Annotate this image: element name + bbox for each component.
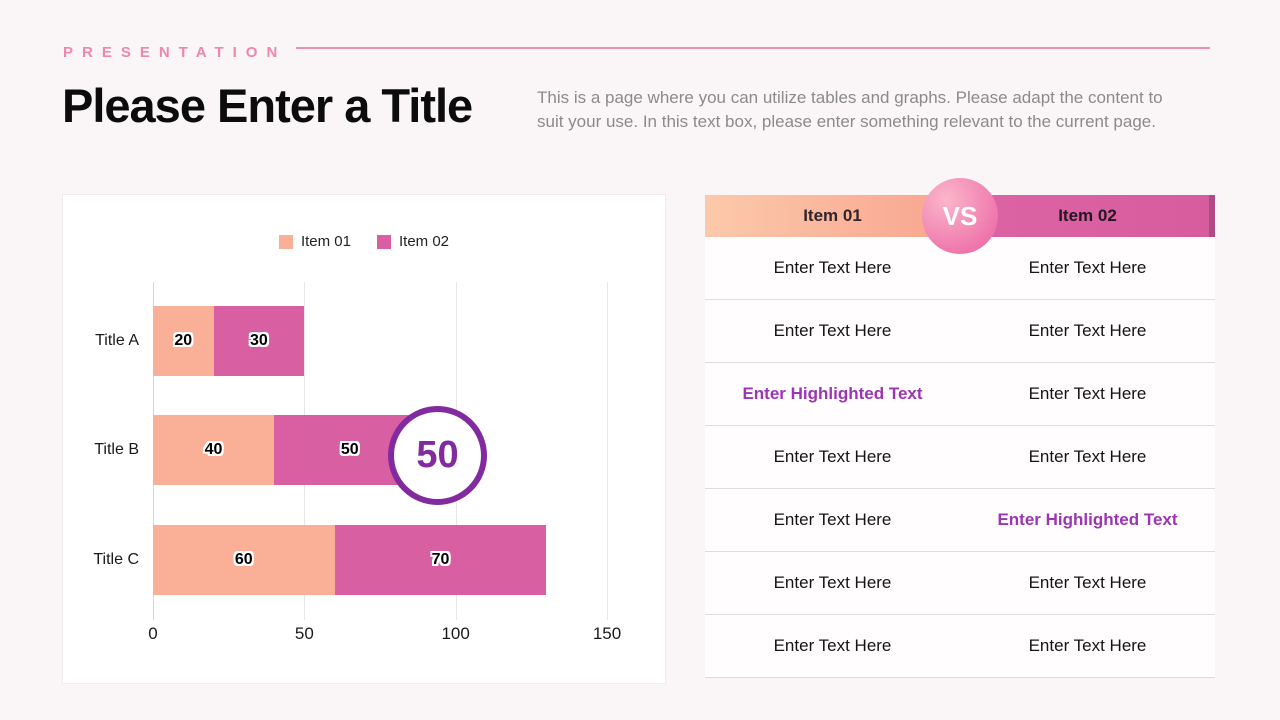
table-cell-right: Enter Text Here — [1028, 447, 1147, 466]
chart-legend: Item 01 Item 02 — [63, 233, 665, 250]
bar-row-title-a: 20 30 — [153, 306, 607, 376]
table-header-item02: Item 02 — [960, 195, 1215, 237]
chart-plot-area: Title A Title B Title C 20 30 40 50 60 — [93, 282, 621, 643]
table-row: Enter Text Here Enter Highlighted Text — [705, 489, 1215, 552]
page-title: Please Enter a Title — [62, 79, 473, 132]
bar-row-title-c: 60 70 — [153, 525, 607, 595]
table-cell-right: Enter Text Here — [1028, 384, 1147, 403]
chart-card: Item 01 Item 02 Title A Title B Title C … — [63, 195, 665, 683]
table-cell-left: Enter Highlighted Text — [742, 384, 923, 403]
bar-row-title-b: 40 50 — [153, 415, 607, 485]
comparison-table: Item 01 Item 02 VS Enter Text Here Enter… — [705, 178, 1215, 678]
legend-label-item02: Item 02 — [399, 233, 450, 250]
table-header: Item 01 Item 02 VS — [705, 178, 1215, 254]
table-row: Enter Text Here Enter Text Here — [705, 426, 1215, 489]
table-header-item01: Item 01 — [705, 195, 960, 237]
bar-segment-item02-title-a: 30 — [213, 306, 305, 376]
x-tick-0: 0 — [148, 624, 158, 643]
x-tick-50: 50 — [294, 624, 314, 643]
table-header-item02-label: Item 02 — [1058, 206, 1117, 225]
bar-segment-item01-title-a: 20 — [153, 306, 214, 376]
table-row: Enter Text Here Enter Text Here — [705, 300, 1215, 363]
table-cell-left: Enter Text Here — [773, 447, 892, 466]
bar-segment-item02-title-c: 70 — [334, 525, 547, 595]
legend-item-01: Item 01 — [278, 233, 351, 250]
table-row: Enter Highlighted Text Enter Text Here — [705, 363, 1215, 426]
table-cell-right: Enter Text Here — [1028, 258, 1147, 277]
table-cell-left: Enter Text Here — [773, 636, 892, 655]
bar-value-label: 20 — [174, 332, 193, 349]
vs-badge-label: VS — [942, 200, 978, 231]
bar-value-label: 70 — [431, 551, 450, 568]
x-tick-100: 100 — [441, 624, 470, 643]
table-cell-left: Enter Text Here — [773, 258, 892, 277]
table-cell-right: Enter Text Here — [1028, 321, 1147, 340]
value-badge-circle: 50 — [388, 406, 487, 505]
bar-value-label: 50 — [340, 441, 359, 458]
category-label-title-c: Title C — [93, 551, 139, 568]
table-cell-left: Enter Text Here — [773, 321, 892, 340]
table-cell-right: Enter Highlighted Text — [997, 510, 1178, 529]
category-label-title-b: Title B — [94, 441, 139, 458]
table-row: Enter Text Here Enter Text Here — [705, 552, 1215, 615]
legend-swatch-item02 — [377, 234, 391, 249]
bar-value-label: 40 — [204, 441, 223, 458]
table-cell-left: Enter Text Here — [773, 510, 892, 529]
table-cell-right: Enter Text Here — [1028, 636, 1147, 655]
category-label-title-a: Title A — [95, 332, 139, 349]
x-tick-150: 150 — [592, 624, 622, 643]
legend-item-02: Item 02 — [377, 233, 449, 250]
bar-value-label: 30 — [250, 332, 268, 349]
table-row: Enter Text Here Enter Text Here — [705, 615, 1215, 678]
value-badge-number: 50 — [416, 434, 459, 476]
legend-label-item01: Item 01 — [300, 233, 351, 250]
bar-segment-item01-title-c: 60 — [153, 525, 335, 595]
header-divider-line — [296, 47, 1210, 49]
bar-value-label: 60 — [234, 551, 253, 568]
presentation-eyebrow: PRESENTATION — [63, 44, 287, 61]
table-header-item01-label: Item 01 — [803, 206, 862, 225]
gridline-150 — [607, 282, 608, 620]
page-description: This is a page where you can utilize tab… — [537, 88, 1163, 131]
legend-swatch-item01 — [278, 234, 293, 249]
table-cell-left: Enter Text Here — [773, 573, 892, 592]
bar-segment-item01-title-b: 40 — [153, 415, 275, 485]
table-cell-right: Enter Text Here — [1028, 573, 1147, 592]
vs-badge: VS — [922, 178, 998, 254]
